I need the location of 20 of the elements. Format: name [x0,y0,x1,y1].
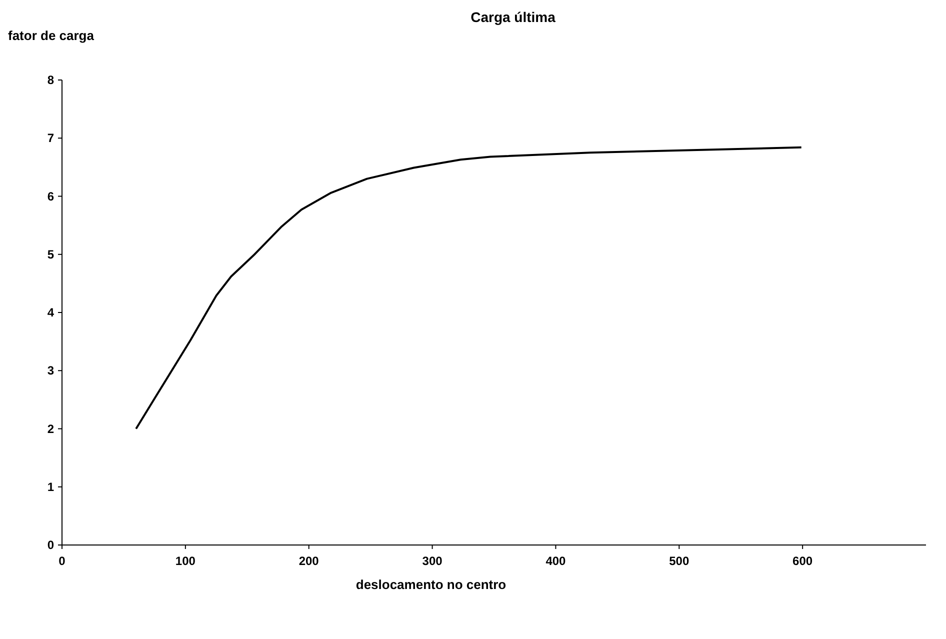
y-tick-label: 7 [47,131,54,146]
x-tick-label: 0 [58,554,66,568]
y-tick-label: 1 [47,480,54,494]
line-series [135,146,802,430]
x-tick-label: 400 [546,554,566,568]
x-tick-label: 600 [792,554,813,568]
x-tick-label: 100 [175,554,196,568]
y-tick-label: 8 [47,73,54,87]
y-tick-label: 2 [47,422,54,436]
y-tick-label: 3 [47,364,54,378]
y-axis-title: fator de carga [8,28,95,43]
chart-title: Carga última [470,9,556,25]
x-tick-label: 200 [298,554,320,568]
x-tick-label: 500 [669,554,690,568]
y-tick-label: 0 [47,538,54,552]
x-axis-title: deslocamento no centro [356,577,506,592]
y-tick-label: 5 [47,247,54,262]
x-tick-label: 300 [422,554,443,568]
y-tick-label: 6 [47,189,54,204]
y-tick-label: 4 [47,306,54,320]
